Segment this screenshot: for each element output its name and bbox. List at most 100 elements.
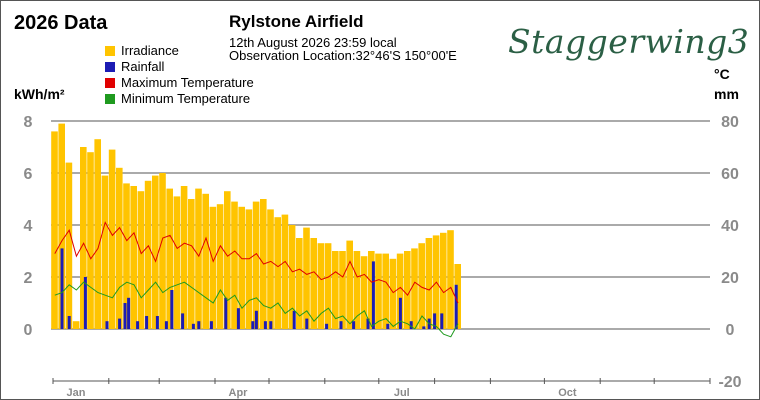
irradiance-bar [332,251,339,329]
irradiance-swatch [105,46,115,56]
legend: Irradiance Rainfall Maximum Temperature … [105,43,254,107]
rainfall-bar [339,321,343,329]
irradiance-bar [80,147,87,329]
legend-item-max-temperature: Maximum Temperature [105,75,254,91]
irradiance-bar [116,167,123,329]
chart-title: 2026 Data [14,12,108,34]
left-tick-label: 4 [24,218,33,235]
irradiance-bar [94,139,101,329]
irradiance-bar [360,256,368,329]
rainfall-bar [325,323,329,329]
right-tick-label: 20 [721,270,739,287]
rainfall-bar [398,297,402,329]
irradiance-bar [144,180,152,329]
rainfall-bar [454,284,458,329]
irradiance-bar [389,258,397,329]
legend-label-max-temperature: Maximum Temperature [121,75,254,90]
timestamp: 12th August 2026 23:59 local [229,35,397,50]
right-axis-unit-rainfall: mm [714,86,739,102]
irradiance-bar [72,321,80,329]
right-tick-label: 60 [721,166,739,183]
rainfall-swatch [105,62,115,72]
irradiance-bar [159,173,166,329]
irradiance-bar [58,123,65,329]
irradiance-bar [447,230,454,329]
left-tick-label: 2 [24,270,33,287]
irradiance-bar [130,186,137,329]
rainfall-bar [236,308,240,329]
rainfall-bar [366,318,370,329]
irradiance-bar [310,238,317,329]
rainfall-bar [197,321,201,329]
axis-ticks: 0 2 4 6 8 -20 0 20 40 60 80 Jan Apr Jul Oct [24,114,742,399]
irradiance-bar [108,149,116,329]
legend-item-rainfall: Rainfall [105,59,254,75]
irradiance-bar [296,238,303,329]
irradiance-bar [418,243,425,329]
rainfall-bar [254,310,258,329]
month-label: Jan [67,387,86,399]
rainfall-bar [371,261,375,329]
irradiance-bar [267,209,274,329]
left-tick-label: 8 [24,114,33,131]
rainfall-bar [209,321,213,329]
irradiance-bar [346,240,353,329]
left-tick-label: 0 [24,322,33,339]
rainfall-bar [224,297,228,329]
rainfall-bar [145,316,149,329]
rainfall-bar [83,277,87,329]
irradiance-bar [51,131,58,329]
irradiance-bar [281,214,289,329]
rainfall-bar [164,321,168,329]
rainfall-bar [67,316,71,329]
irradiance-bar [152,175,159,329]
month-label: Apr [229,387,249,399]
station-name: Rylstone Airfield [229,12,364,31]
brand-logo: Staggerwing3 [508,22,750,61]
irradiance-bar [303,227,310,329]
irradiance-bar [368,251,375,329]
legend-label-rainfall: Rainfall [121,59,165,74]
rainfall-bar [409,321,413,329]
irradiance-bar [87,152,94,329]
max-temperature-line [54,221,459,304]
rainfall-bar [136,321,140,329]
irradiance-bar [195,188,202,329]
irradiance-bar [224,191,231,329]
rainfall-bar [155,316,159,329]
irradiance-bar [245,209,253,329]
rainfall-bar [60,248,64,329]
legend-label-irradiance: Irradiance [121,43,179,58]
irradiance-bar [123,183,130,329]
observation-location: Observation Location:32°46'S 150°00'E [229,48,457,63]
irradiance-bar [274,217,281,329]
irradiance-bar [202,193,209,329]
irradiance-bar [173,196,181,329]
irradiance-bar [339,251,346,329]
irradiance-bar [209,206,217,329]
right-axis-unit-temperature: °C [714,66,730,82]
irradiance-bar [425,238,433,329]
temperature-lines [54,221,459,338]
observation-info: 12th August 2026 23:59 local Observation… [229,36,457,62]
max-temperature-swatch [105,78,115,88]
rainfall-bar [269,321,273,329]
irradiance-bar [324,243,332,329]
irradiance-bar [382,253,389,329]
irradiance-bar [180,186,188,329]
irradiance-bar [231,201,238,329]
rainfall-bar [305,318,309,329]
irradiance-bar [375,253,382,329]
irradiance-bar [101,175,109,329]
irradiance-bar [65,162,73,329]
left-axis-unit: kWh/m² [14,86,65,102]
rainfall-bar [263,321,267,329]
month-label: Oct [558,387,577,399]
irradiance-bar [411,248,418,329]
rainfall-bars [60,248,458,329]
irradiance-bar [396,253,404,329]
right-tick-label: 80 [721,114,739,131]
irradiance-bar [166,188,173,329]
irradiance-bar [440,232,447,329]
irradiance-bar [238,206,245,329]
